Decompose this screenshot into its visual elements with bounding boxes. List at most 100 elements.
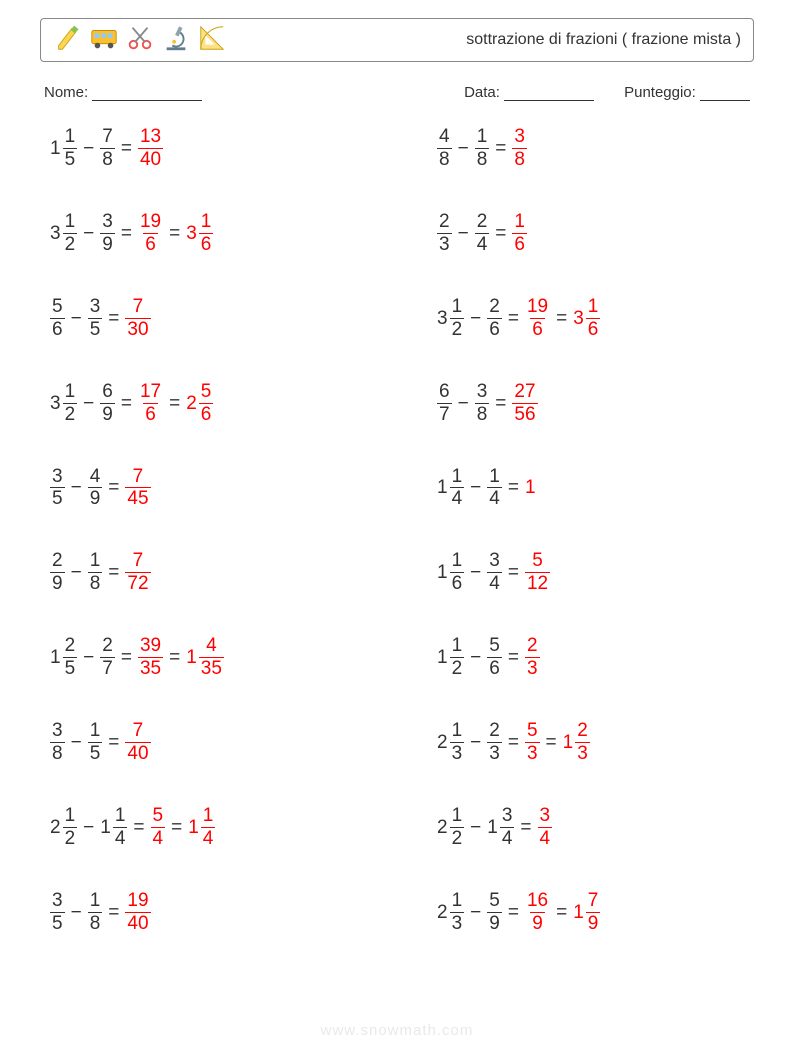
fraction: 56: [487, 636, 502, 679]
denominator: 6: [586, 318, 601, 340]
fraction: 12: [450, 297, 465, 340]
denominator: 12: [525, 572, 550, 594]
numerator: 5: [525, 721, 540, 742]
equals-sign: =: [102, 563, 125, 582]
operand-fraction: 114: [437, 467, 464, 510]
numerator: 1: [450, 297, 465, 318]
numerator: 1: [450, 891, 465, 912]
operand-fraction: 39: [100, 212, 115, 255]
answer-fraction: 316: [186, 212, 213, 255]
minus-sign: −: [65, 478, 88, 497]
fraction: 740: [125, 721, 150, 764]
minus-sign: −: [464, 648, 487, 667]
denominator: 40: [138, 148, 163, 170]
fraction: 14: [113, 806, 128, 849]
right-cell: 23−24=16: [407, 212, 744, 255]
equals-sign: =: [502, 903, 525, 922]
info-row: Nome: Data: Punteggio:: [40, 62, 754, 127]
right-cell: 67−38=2756: [407, 382, 744, 425]
denominator: 6: [487, 318, 502, 340]
fraction: 2756: [512, 382, 537, 425]
denominator: 35: [138, 657, 163, 679]
fraction: 745: [125, 467, 150, 510]
fraction: 35: [50, 891, 65, 934]
operand-fraction: 67: [437, 382, 452, 425]
equals-sign: =: [550, 309, 573, 328]
answer-fraction: 16: [512, 212, 527, 255]
denominator: 4: [475, 233, 490, 255]
numerator: 19: [125, 891, 150, 912]
minus-sign: −: [65, 903, 88, 922]
denominator: 72: [125, 572, 150, 594]
score-label: Punteggio:: [624, 84, 696, 101]
fraction: 49: [88, 467, 103, 510]
operand-fraction: 212: [437, 806, 464, 849]
denominator: 3: [437, 233, 452, 255]
denominator: 4: [500, 827, 515, 849]
denominator: 4: [487, 487, 502, 509]
denominator: 2: [450, 827, 465, 849]
numerator: 6: [100, 382, 115, 403]
problem-row: 212−114=54=114: [50, 806, 387, 849]
operand-fraction: 212: [50, 806, 77, 849]
minus-sign: −: [452, 224, 475, 243]
left-cell: 125−27=3935=1435: [50, 636, 387, 679]
right-cell: 48−18=38: [407, 127, 744, 170]
denominator: 6: [143, 403, 158, 425]
operand-fraction: 38: [50, 721, 65, 764]
left-cell: 212−114=54=114: [50, 806, 387, 849]
score-field: Punteggio:: [624, 84, 750, 101]
numerator: 2: [487, 297, 502, 318]
minus-sign: −: [464, 903, 487, 922]
operand-fraction: 78: [100, 127, 115, 170]
numerator: 27: [512, 382, 537, 403]
whole-part: 1: [186, 648, 199, 667]
operand-fraction: 23: [487, 721, 502, 764]
equals-sign: =: [489, 139, 512, 158]
numerator: 7: [131, 551, 146, 572]
operand-fraction: 134: [487, 806, 514, 849]
fraction: 34: [500, 806, 515, 849]
operand-fraction: 34: [487, 551, 502, 594]
operand-fraction: 35: [50, 891, 65, 934]
score-blank[interactable]: [700, 86, 750, 101]
fraction: 56: [199, 382, 214, 425]
answer-fraction: 123: [563, 721, 590, 764]
whole-part: 2: [437, 818, 450, 837]
fraction: 512: [525, 551, 550, 594]
problem-row: 312−39=196=316: [50, 212, 387, 255]
whole-part: 2: [437, 733, 450, 752]
date-blank[interactable]: [504, 86, 594, 101]
fraction: 13: [450, 721, 465, 764]
left-cell: 56−35=730: [50, 297, 387, 340]
denominator: 9: [586, 912, 601, 934]
whole-part: 1: [50, 648, 63, 667]
numerator: 7: [100, 127, 115, 148]
left-cell: 312−69=176=256: [50, 382, 387, 425]
numerator: 1: [512, 212, 527, 233]
operand-fraction: 18: [88, 551, 103, 594]
whole-part: 2: [50, 818, 63, 837]
answer-fraction: 196: [525, 297, 550, 340]
whole-part: 3: [437, 309, 450, 328]
microscope-icon: [161, 23, 191, 58]
numerator: 7: [131, 467, 146, 488]
name-blank[interactable]: [92, 86, 202, 101]
numerator: 1: [113, 806, 128, 827]
numerator: 3: [475, 382, 490, 403]
denominator: 9: [100, 233, 115, 255]
operand-fraction: 312: [50, 382, 77, 425]
numerator: 3: [50, 891, 65, 912]
right-cell: 312−26=196=316: [407, 297, 744, 340]
fraction: 3935: [138, 636, 163, 679]
fraction: 16: [450, 551, 465, 594]
minus-sign: −: [65, 733, 88, 752]
fraction: 34: [538, 806, 553, 849]
denominator: 6: [450, 572, 465, 594]
problem-row: 29−18=772: [50, 551, 387, 594]
numerator: 2: [575, 721, 590, 742]
equals-sign: =: [127, 818, 150, 837]
operand-fraction: 69: [100, 382, 115, 425]
equals-sign: =: [163, 394, 186, 413]
denominator: 3: [525, 742, 540, 764]
